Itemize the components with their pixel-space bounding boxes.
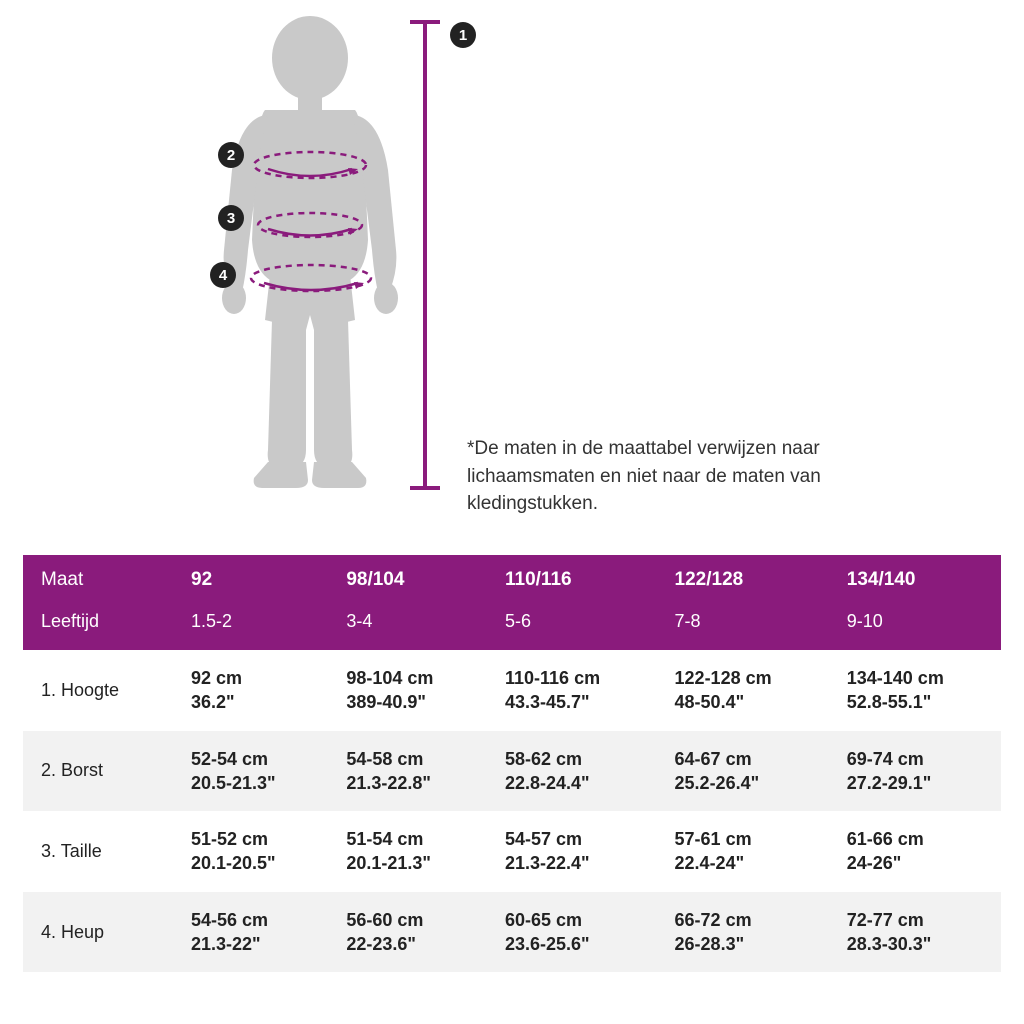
header-age-1: 3-4 [328,605,487,650]
cell-cm: 110-116 cm [505,666,645,690]
table-cell: 110-116 cm43.3-45.7" [487,650,657,731]
cell-inches: 22.8-24.4" [505,771,645,795]
size-table: Maat 92 98/104 110/116 122/128 134/140 L… [23,555,1001,972]
table-cell: 66-72 cm26-28.3" [657,892,829,973]
cell-inches: 21.3-22.4" [505,851,645,875]
cell-inches: 22.4-24" [675,851,817,875]
table-cell: 72-77 cm28.3-30.3" [829,892,1001,973]
table-row: 1. Hoogte92 cm36.2"98-104 cm389-40.9"110… [23,650,1001,731]
table-cell: 64-67 cm25.2-26.4" [657,731,829,812]
hip-measure-ring [244,258,379,298]
table-cell: 56-60 cm22-23.6" [328,892,487,973]
child-silhouette [190,10,430,490]
header-age-3: 7-8 [657,605,829,650]
cell-cm: 52-54 cm [191,747,316,771]
badge-4-label: 4 [219,267,227,284]
cell-inches: 28.3-30.3" [847,932,989,956]
table-row: 2. Borst52-54 cm20.5-21.3"54-58 cm21.3-2… [23,731,1001,812]
row-label: 3. Taille [23,811,173,892]
cell-cm: 60-65 cm [505,908,645,932]
table-cell: 57-61 cm22.4-24" [657,811,829,892]
cell-inches: 21.3-22.8" [346,771,475,795]
chest-measure-ring [248,145,373,185]
header-size-4: 134/140 [829,555,1001,605]
cell-cm: 92 cm [191,666,316,690]
table-cell: 58-62 cm22.8-24.4" [487,731,657,812]
table-row: 4. Heup54-56 cm21.3-22"56-60 cm22-23.6"6… [23,892,1001,973]
cell-inches: 25.2-26.4" [675,771,817,795]
table-cell: 69-74 cm27.2-29.1" [829,731,1001,812]
cell-cm: 57-61 cm [675,827,817,851]
row-label: 1. Hoogte [23,650,173,731]
header-age-4: 9-10 [829,605,1001,650]
header-leeftijd-label: Leeftijd [23,605,173,650]
cell-cm: 51-52 cm [191,827,316,851]
table-row: 3. Taille51-52 cm20.1-20.5"51-54 cm20.1-… [23,811,1001,892]
cell-inches: 52.8-55.1" [847,690,989,714]
badge-1-label: 1 [459,27,467,44]
table-cell: 61-66 cm24-26" [829,811,1001,892]
cell-inches: 20.1-21.3" [346,851,475,875]
badge-4-hip: 4 [210,262,236,288]
cell-cm: 54-57 cm [505,827,645,851]
table-cell: 92 cm36.2" [173,650,328,731]
cell-cm: 122-128 cm [675,666,817,690]
header-size-1: 98/104 [328,555,487,605]
cell-inches: 48-50.4" [675,690,817,714]
cell-inches: 23.6-25.6" [505,932,645,956]
cell-cm: 61-66 cm [847,827,989,851]
cell-inches: 24-26" [847,851,989,875]
table-cell: 134-140 cm52.8-55.1" [829,650,1001,731]
header-age-2: 5-6 [487,605,657,650]
row-label: 2. Borst [23,731,173,812]
table-cell: 98-104 cm389-40.9" [328,650,487,731]
table-cell: 51-52 cm20.1-20.5" [173,811,328,892]
cell-inches: 43.3-45.7" [505,690,645,714]
cell-cm: 134-140 cm [847,666,989,690]
cell-cm: 72-77 cm [847,908,989,932]
badge-3-waist: 3 [218,205,244,231]
table-header-row-age: Leeftijd 1.5-2 3-4 5-6 7-8 9-10 [23,605,1001,650]
table-cell: 122-128 cm48-50.4" [657,650,829,731]
cell-inches: 389-40.9" [346,690,475,714]
badge-2-chest: 2 [218,142,244,168]
cell-inches: 36.2" [191,690,316,714]
cell-inches: 20.5-21.3" [191,771,316,795]
cell-cm: 69-74 cm [847,747,989,771]
cell-inches: 26-28.3" [675,932,817,956]
cell-cm: 54-56 cm [191,908,316,932]
table-cell: 60-65 cm23.6-25.6" [487,892,657,973]
cell-inches: 27.2-29.1" [847,771,989,795]
cell-cm: 66-72 cm [675,908,817,932]
badge-2-label: 2 [227,147,235,164]
cell-inches: 21.3-22" [191,932,316,956]
cell-cm: 51-54 cm [346,827,475,851]
header-size-2: 110/116 [487,555,657,605]
header-size-3: 122/128 [657,555,829,605]
badge-1-height: 1 [450,22,476,48]
height-indicator-bar [405,20,445,490]
cell-cm: 54-58 cm [346,747,475,771]
cell-cm: 64-67 cm [675,747,817,771]
table-header-row-size: Maat 92 98/104 110/116 122/128 134/140 [23,555,1001,605]
cell-cm: 56-60 cm [346,908,475,932]
row-label: 4. Heup [23,892,173,973]
header-maat-label: Maat [23,555,173,605]
header-age-0: 1.5-2 [173,605,328,650]
footnote-text: *De maten in de maattabel verwijzen naar… [467,435,847,518]
measurement-diagram: 1 2 3 4 *De maten in de maattabel verwij… [0,0,1024,540]
cell-cm: 98-104 cm [346,666,475,690]
header-size-0: 92 [173,555,328,605]
table-cell: 54-58 cm21.3-22.8" [328,731,487,812]
table-cell: 51-54 cm20.1-21.3" [328,811,487,892]
badge-3-label: 3 [227,210,235,227]
table-cell: 54-57 cm21.3-22.4" [487,811,657,892]
cell-inches: 22-23.6" [346,932,475,956]
table-cell: 52-54 cm20.5-21.3" [173,731,328,812]
cell-cm: 58-62 cm [505,747,645,771]
waist-measure-ring [250,205,370,245]
cell-inches: 20.1-20.5" [191,851,316,875]
table-cell: 54-56 cm21.3-22" [173,892,328,973]
